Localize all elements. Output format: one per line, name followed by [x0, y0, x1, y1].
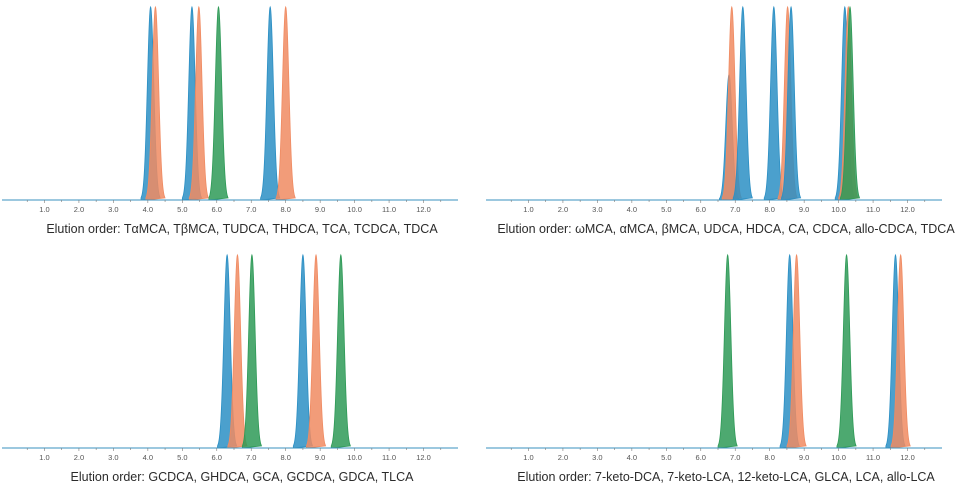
x-tick-label: 8.0 — [764, 205, 774, 214]
x-tick-label: 3.0 — [592, 453, 602, 462]
x-tick-label: 12.0 — [416, 453, 431, 462]
x-tick-label: 8.0 — [280, 205, 290, 214]
x-tick-label: 9.0 — [799, 453, 809, 462]
x-tick-label: 7.0 — [246, 205, 256, 214]
x-tick-label: 1.0 — [523, 453, 533, 462]
x-tick-label: 8.0 — [280, 453, 290, 462]
peak-orange — [306, 253, 327, 449]
caption-4: Elution order: 7-keto-DCA, 7-keto-LCA, 1… — [517, 470, 935, 484]
x-tick-label: 11.0 — [866, 205, 880, 214]
x-tick-label: 11.0 — [866, 453, 880, 462]
x-tick-label: 10.0 — [831, 205, 846, 214]
x-tick-label: 11.0 — [382, 205, 396, 214]
x-tick-label: 4.0 — [143, 453, 153, 462]
x-tick-label: 1.0 — [523, 205, 533, 214]
x-tick-label: 5.0 — [177, 453, 187, 462]
chromatogram-panel-2: 1.0 2.0 3.0 4.0 5.0 6.0 7.0 8.0 9.0 10.0 11.0 12.0 … — [484, 0, 968, 248]
x-tick-label: 5.0 — [661, 205, 671, 214]
x-tick-label: 1.0 — [39, 453, 49, 462]
x-tick-label: 5.0 — [177, 205, 187, 214]
x-tick-label: 4.0 — [627, 453, 637, 462]
x-tick-label: 4.0 — [143, 205, 153, 214]
x-tick-label: 5.0 — [661, 453, 671, 462]
peak-blue — [781, 5, 802, 201]
peak-green — [330, 253, 352, 449]
x-tick-label: 9.0 — [315, 205, 325, 214]
x-tick-label: 8.0 — [764, 453, 774, 462]
peak-orange — [145, 5, 166, 201]
peak-blue — [732, 5, 753, 201]
x-tick-label: 6.0 — [212, 453, 222, 462]
peak-orange — [275, 5, 296, 201]
x-tick-label: 10.0 — [831, 453, 846, 462]
chromatogram-1: 1.0 2.0 3.0 4.0 5.0 6.0 7.0 8.0 9.0 10.0 11.0 12.0 — [2, 5, 458, 214]
x-tick-label: 3.0 — [108, 205, 118, 214]
caption-1: Elution order: TαMCA, TβMCA, TUDCA, THDC… — [46, 222, 438, 236]
x-tick-label: 6.0 — [212, 205, 222, 214]
x-tick-label: 1.0 — [39, 205, 49, 214]
peak-blue — [763, 5, 785, 201]
x-tick-label: 11.0 — [382, 453, 396, 462]
x-tick-label: 3.0 — [108, 453, 118, 462]
x-tick-label: 7.0 — [246, 453, 256, 462]
peak-orange — [188, 5, 210, 201]
caption-3: Elution order: GCDCA, GHDCA, GCA, GCDCA,… — [70, 470, 414, 484]
x-tick-label: 10.0 — [347, 205, 362, 214]
chromatogram-panel-1: 1.0 2.0 3.0 4.0 5.0 6.0 7.0 8.0 9.0 10.0 11.0 12.0 … — [0, 0, 484, 248]
x-tick-label: 4.0 — [627, 205, 637, 214]
chromatogram-3: 1.0 2.0 3.0 4.0 5.0 6.0 7.0 8.0 9.0 10.0 11.0 12.0 — [2, 253, 458, 462]
peak-green — [836, 253, 857, 449]
x-tick-label: 6.0 — [696, 205, 706, 214]
x-tick-label: 9.0 — [799, 205, 809, 214]
x-tick-label: 3.0 — [592, 205, 602, 214]
x-tick-label: 2.0 — [74, 453, 84, 462]
x-tick-label: 2.0 — [74, 205, 84, 214]
chromatogram-4: 1.0 2.0 3.0 4.0 5.0 6.0 7.0 8.0 9.0 10.0 11.0 12.0 — [486, 253, 942, 462]
x-tick-label: 2.0 — [558, 453, 568, 462]
x-tick-label: 10.0 — [347, 453, 362, 462]
peak-orange — [890, 253, 911, 449]
x-tick-label: 12.0 — [900, 205, 915, 214]
x-tick-label: 9.0 — [315, 453, 325, 462]
chromatogram-panel-3: 1.0 2.0 3.0 4.0 5.0 6.0 7.0 8.0 9.0 10.0 11.0 12.0 … — [0, 248, 484, 496]
x-tick-label: 7.0 — [730, 453, 740, 462]
x-tick-label: 6.0 — [696, 453, 706, 462]
peak-green — [208, 5, 229, 201]
x-tick-label: 12.0 — [900, 453, 915, 462]
peak-orange — [227, 253, 248, 449]
peak-green — [839, 5, 861, 201]
peak-green — [717, 253, 738, 449]
chromatogram-panel-4: 1.0 2.0 3.0 4.0 5.0 6.0 7.0 8.0 9.0 10.0 11.0 12.0 … — [484, 248, 968, 496]
peak-blue — [260, 5, 281, 201]
caption-2: Elution order: ωMCA, αMCA, βMCA, UDCA, H… — [497, 222, 955, 236]
peak-orange — [786, 253, 807, 449]
x-tick-label: 7.0 — [730, 205, 740, 214]
x-tick-label: 2.0 — [558, 205, 568, 214]
chromatogram-2: 1.0 2.0 3.0 4.0 5.0 6.0 7.0 8.0 9.0 10.0 11.0 12.0 — [486, 5, 942, 214]
peak-green — [241, 253, 263, 449]
x-tick-label: 12.0 — [416, 205, 431, 214]
